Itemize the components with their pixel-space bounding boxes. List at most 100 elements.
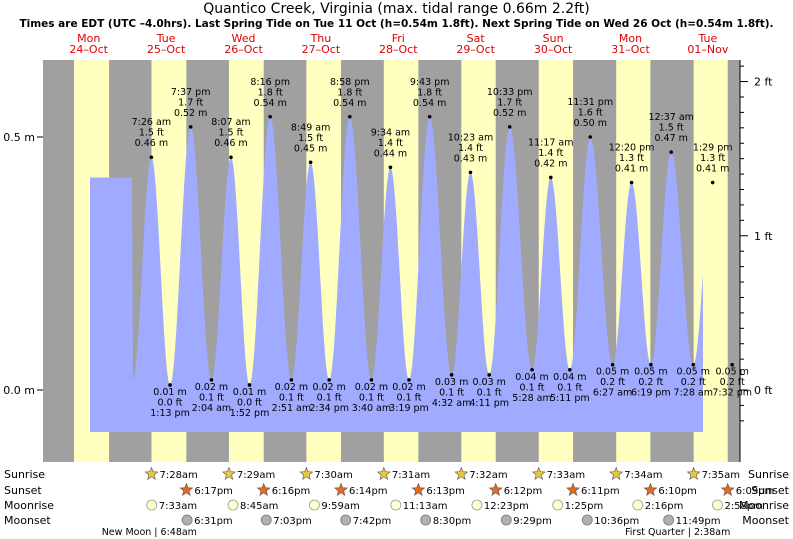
moonrise-time: 12:23pm bbox=[484, 501, 529, 512]
tide-point bbox=[188, 125, 193, 129]
sunset-icon bbox=[334, 482, 348, 496]
row-label-right: Sunset bbox=[751, 484, 789, 497]
tide-label: 0.05 m bbox=[715, 367, 748, 378]
tide-point bbox=[548, 175, 553, 180]
tide-label: 0.1 ft bbox=[557, 382, 582, 393]
tide-label: 0.2 ft bbox=[638, 377, 663, 388]
tide-label: 7:28 am bbox=[674, 388, 713, 399]
day-name: Tue bbox=[156, 32, 176, 45]
sunrise-icon bbox=[609, 466, 624, 480]
tide-label: 1.4 ft bbox=[378, 138, 403, 149]
day-name: Wed bbox=[232, 32, 256, 45]
tide-point bbox=[168, 383, 172, 387]
tide-label: 0.2 ft bbox=[681, 377, 706, 388]
tide-point bbox=[348, 114, 352, 119]
tide-label: 3:40 am bbox=[352, 403, 391, 414]
tide-label: 5:11 pm bbox=[550, 393, 590, 404]
moonset-icon bbox=[340, 514, 352, 526]
tide-point bbox=[209, 378, 214, 382]
tide-label: 0.01 m bbox=[233, 387, 266, 398]
tide-label: 8:49 am bbox=[291, 122, 330, 133]
moonset-time: 7:03pm bbox=[273, 516, 312, 527]
tide-label: 0.02 m bbox=[355, 382, 388, 393]
sunrise-time: 7:30am bbox=[314, 470, 352, 481]
tide-label: 1.5 ft bbox=[218, 128, 243, 139]
tide-point bbox=[468, 170, 473, 175]
tide-label: 0.05 m bbox=[634, 367, 667, 378]
tide-curve bbox=[90, 116, 703, 433]
moonrise-time: 2:58pm bbox=[724, 501, 763, 512]
day-name: Thu bbox=[310, 32, 332, 45]
tide-label: 12:37 am bbox=[648, 112, 693, 123]
moonset-time: 8:30pm bbox=[433, 516, 472, 527]
sunset-icon bbox=[488, 482, 503, 496]
row-label-right: Sunrise bbox=[748, 468, 789, 481]
moonset-icon bbox=[663, 514, 675, 526]
tide-label: 0.41 m bbox=[696, 164, 729, 175]
tide-label: 0.02 m bbox=[392, 382, 425, 393]
sunset-time: 6:11pm bbox=[581, 486, 620, 497]
tide-label: 10:33 pm bbox=[487, 87, 533, 98]
tide-point bbox=[629, 180, 634, 185]
tide-point bbox=[730, 362, 734, 367]
moonrise-icon bbox=[390, 499, 402, 511]
tide-label: 9:43 pm bbox=[410, 77, 450, 88]
day-name: Tue bbox=[698, 32, 718, 45]
tide-label: 0.02 m bbox=[312, 382, 345, 393]
row-label-right: Moonrise bbox=[739, 499, 789, 512]
tide-label: 1.6 ft bbox=[578, 108, 603, 119]
moonset-icon bbox=[260, 514, 272, 526]
tide-label: 0.02 m bbox=[195, 382, 228, 393]
moonset-icon bbox=[500, 514, 512, 526]
tide-label: 1:29 pm bbox=[693, 143, 733, 154]
sunset-time: 6:14pm bbox=[349, 486, 388, 497]
tide-point bbox=[487, 373, 491, 377]
tide-point bbox=[247, 383, 252, 387]
day-name: Mon bbox=[619, 32, 642, 45]
tide-label: 0.47 m bbox=[654, 133, 687, 144]
tide-label: 0.52 m bbox=[493, 108, 526, 119]
day-name: Fri bbox=[392, 32, 405, 45]
tide-label: 0.50 m bbox=[574, 118, 607, 129]
tide-point bbox=[449, 373, 454, 377]
tide-label: 0.1 ft bbox=[279, 392, 304, 403]
day-date: 29–Oct bbox=[456, 43, 495, 56]
left-axis-tick-label: 0.0 m bbox=[3, 384, 35, 397]
tide-label: 12:20 pm bbox=[609, 143, 655, 154]
tide-label: 0.54 m bbox=[253, 98, 286, 109]
tide-label: 8:58 pm bbox=[330, 77, 370, 88]
sunrise-icon bbox=[531, 466, 546, 480]
tide-point bbox=[568, 367, 572, 372]
tide-point bbox=[427, 114, 432, 119]
sunrise-icon bbox=[222, 466, 236, 480]
tide-label: 10:23 am bbox=[448, 132, 493, 143]
tide-label: 0.43 m bbox=[454, 153, 487, 164]
tide-label: 2:51 am bbox=[272, 403, 311, 414]
tide-point bbox=[649, 362, 653, 367]
sunset-time: 6:12pm bbox=[504, 486, 543, 497]
tide-label: 8:07 am bbox=[211, 117, 250, 128]
tide-label: 1.8 ft bbox=[417, 87, 442, 98]
tide-label: 1:52 pm bbox=[230, 408, 270, 419]
sunset-icon bbox=[256, 482, 271, 496]
sun-moon-table: Sunrise Sunrise Sunset Sunset Moonrise Moonri… bbox=[4, 466, 790, 538]
row-label-left: Moonset bbox=[4, 514, 51, 527]
tide-label: 7:26 am bbox=[132, 117, 171, 128]
tide-label: 1.4 ft bbox=[538, 148, 563, 159]
tide-label: 1.5 ft bbox=[139, 128, 164, 139]
sunrise-time: 7:28am bbox=[159, 470, 197, 481]
tide-point bbox=[149, 155, 154, 160]
sunset-time: 6:09pm bbox=[736, 486, 775, 497]
day-headers: Mon24–OctTue25–OctWed26–OctThu27–OctFri2… bbox=[69, 32, 728, 56]
tide-label: 1.3 ft bbox=[619, 153, 644, 164]
tide-point bbox=[327, 378, 331, 382]
sunset-time: 6:16pm bbox=[272, 486, 311, 497]
tide-point bbox=[229, 155, 233, 160]
day-name: Sun bbox=[543, 32, 564, 45]
tide-label: 1.5 ft bbox=[659, 123, 684, 134]
tide-label: 0.46 m bbox=[214, 138, 247, 149]
moonrise-time: 8:45am bbox=[240, 501, 278, 512]
tide-label: 0.1 ft bbox=[359, 392, 384, 403]
tide-label: 0.04 m bbox=[553, 372, 586, 383]
moonset-time: 7:42pm bbox=[353, 516, 392, 527]
